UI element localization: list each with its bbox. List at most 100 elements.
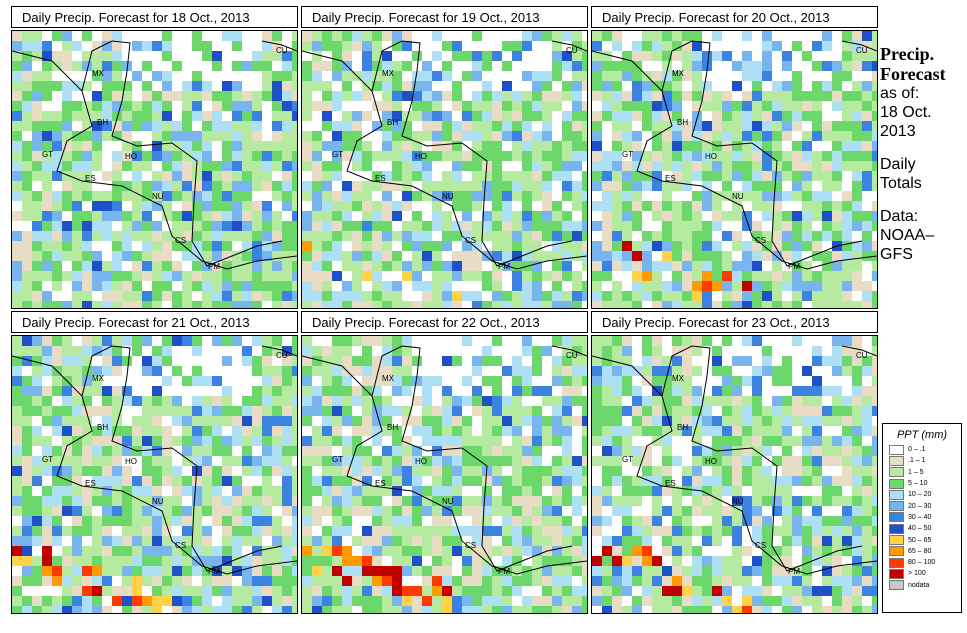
precip-cell: [222, 291, 232, 301]
precip-cell: [572, 121, 582, 131]
precip-cell: [202, 516, 212, 526]
precip-cell: [682, 261, 692, 271]
precip-cell: [312, 606, 322, 613]
precip-cell: [802, 346, 812, 356]
precip-cell: [662, 141, 672, 151]
precip-cell: [702, 366, 712, 376]
precip-cell: [222, 281, 232, 291]
precip-cell: [82, 181, 92, 191]
precip-cell: [242, 141, 252, 151]
precip-cell: [812, 346, 822, 356]
precip-cell: [872, 181, 877, 191]
precip-cell: [602, 576, 612, 586]
precip-cell: [542, 596, 552, 606]
precip-cell: [22, 141, 32, 151]
precip-cell: [282, 606, 292, 613]
precip-cell: [762, 161, 772, 171]
precip-cell: [12, 91, 22, 101]
precip-cell: [842, 566, 852, 576]
precip-cell: [842, 526, 852, 536]
precip-cell: [152, 436, 162, 446]
precip-cell: [152, 301, 162, 308]
precip-cell: [632, 446, 642, 456]
precip-cell: [312, 566, 322, 576]
precip-cell: [122, 51, 132, 61]
precip-cell: [122, 221, 132, 231]
precip-cell: [162, 436, 172, 446]
precip-cell: [412, 526, 422, 536]
precip-cell: [182, 376, 192, 386]
precip-cell: [552, 261, 562, 271]
precip-cell: [732, 416, 742, 426]
precip-cell: [132, 396, 142, 406]
precip-cell: [872, 486, 877, 496]
precip-cell: [742, 476, 752, 486]
precip-cell: [442, 271, 452, 281]
precip-cell: [522, 446, 532, 456]
precip-cell: [812, 486, 822, 496]
precip-cell: [872, 396, 877, 406]
precip-cell: [72, 476, 82, 486]
precip-cell: [542, 576, 552, 586]
precip-cell: [412, 211, 422, 221]
coastline-cuba: [551, 40, 587, 52]
precip-cell: [682, 171, 692, 181]
precip-cell: [382, 191, 392, 201]
precip-cell: [792, 291, 802, 301]
precip-cell: [262, 231, 272, 241]
precip-cell: [322, 171, 332, 181]
precip-cell: [132, 606, 142, 613]
precip-cell: [832, 221, 842, 231]
precip-cell: [212, 301, 222, 308]
precip-cell: [572, 181, 582, 191]
precip-cell: [62, 41, 72, 51]
precip-cell: [342, 281, 352, 291]
precip-cell: [202, 416, 212, 426]
precip-cell: [542, 486, 552, 496]
country-label: ES: [85, 174, 96, 183]
precip-cell: [532, 516, 542, 526]
precip-cell: [112, 536, 122, 546]
precip-cell: [152, 516, 162, 526]
precip-cell: [442, 456, 452, 466]
precip-cell: [382, 466, 392, 476]
precip-cell: [842, 181, 852, 191]
precip-cell: [632, 466, 642, 476]
precip-cell: [862, 396, 872, 406]
precip-cell: [462, 376, 472, 386]
precip-cell: [212, 291, 222, 301]
precip-cell: [272, 231, 282, 241]
precip-cell: [392, 386, 402, 396]
precip-cell: [142, 566, 152, 576]
precip-cell: [392, 151, 402, 161]
precip-cell: [852, 416, 862, 426]
precip-cell: [52, 31, 62, 41]
precip-cell: [822, 446, 832, 456]
precip-cell: [772, 51, 782, 61]
precip-cell: [142, 191, 152, 201]
precip-cell: [522, 516, 532, 526]
precip-cell: [162, 526, 172, 536]
precip-cell: [102, 436, 112, 446]
precip-cell: [622, 516, 632, 526]
precip-cell: [382, 131, 392, 141]
precip-cell: [372, 231, 382, 241]
precip-cell: [582, 576, 587, 586]
precip-cell: [402, 71, 412, 81]
precip-cell: [302, 41, 312, 51]
precip-cell: [822, 221, 832, 231]
precip-cell: [712, 426, 722, 436]
precip-cell: [842, 546, 852, 556]
country-label: NU: [152, 497, 164, 506]
precip-cell: [682, 121, 692, 131]
precip-cell: [492, 231, 502, 241]
precip-cell: [502, 131, 512, 141]
precip-cell: [492, 201, 502, 211]
precip-cell: [702, 111, 712, 121]
precip-cell: [842, 201, 852, 211]
precip-cell: [332, 376, 342, 386]
precip-cell: [742, 496, 752, 506]
precip-cell: [512, 211, 522, 221]
precip-cell: [552, 141, 562, 151]
